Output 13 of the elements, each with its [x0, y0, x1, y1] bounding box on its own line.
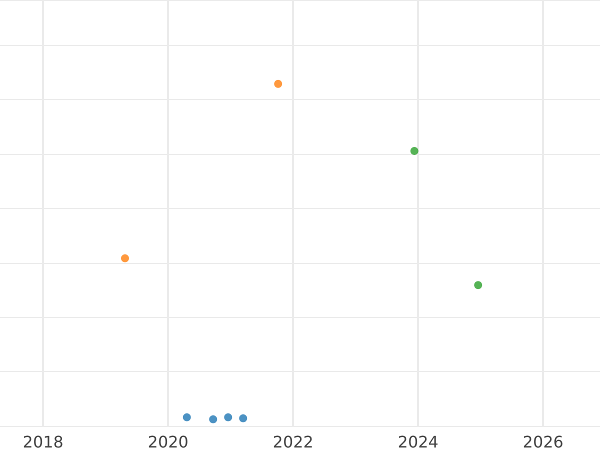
- point: [224, 413, 232, 422]
- x-tick-label: 2022: [272, 432, 314, 450]
- point: [121, 254, 129, 262]
- point: [474, 281, 482, 290]
- x-tick-label: 2020: [148, 432, 188, 450]
- point: [410, 146, 418, 155]
- point: [182, 413, 191, 422]
- point: [239, 414, 248, 422]
- x-tick-label: 2026: [522, 432, 564, 450]
- x-tick-label: 2018: [22, 432, 64, 450]
- x-tick-label: 2024: [398, 432, 438, 450]
- point: [274, 80, 282, 88]
- point: [209, 415, 218, 424]
